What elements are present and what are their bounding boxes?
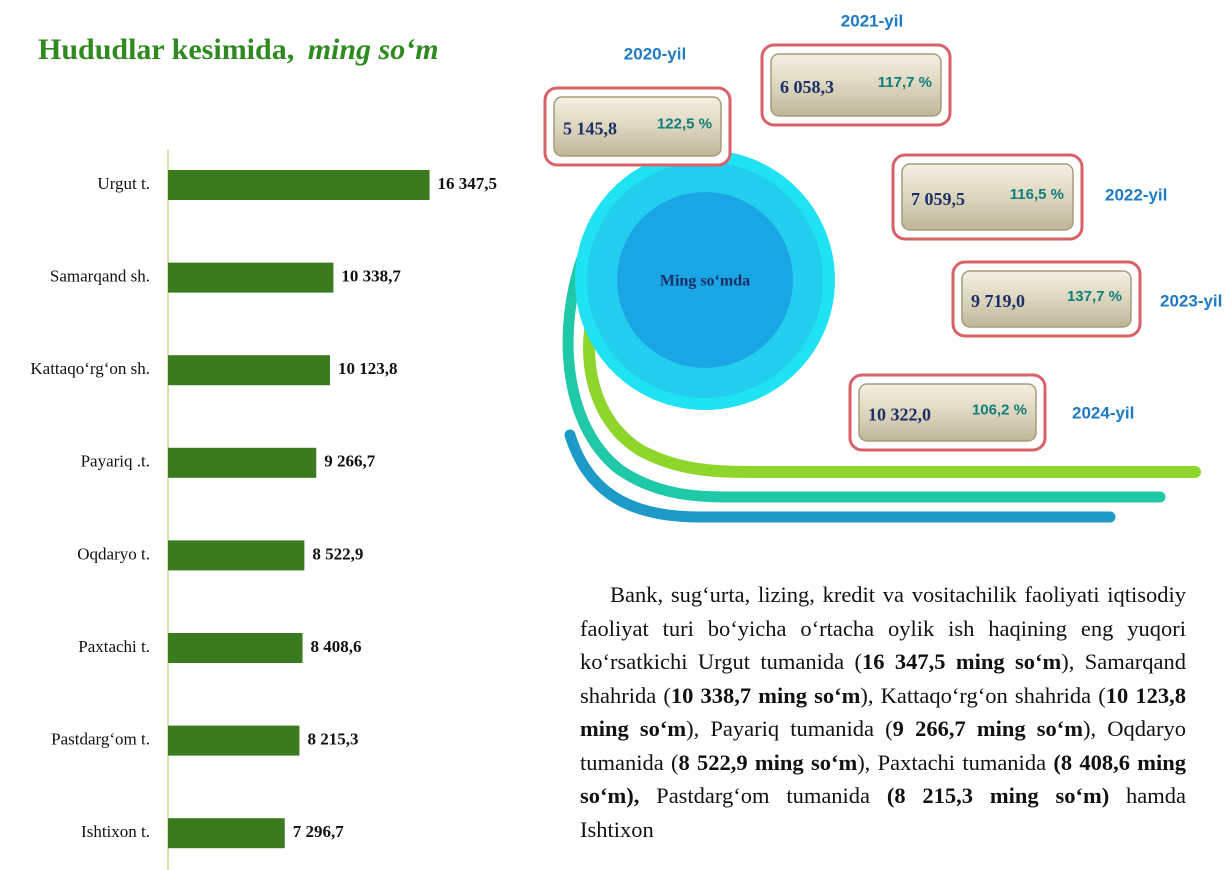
value-label: 10 123,8 [338, 359, 398, 378]
text-run: ), Payariq tumanida ( [686, 716, 893, 741]
year-box: 9 719,0 137,7 % [953, 262, 1140, 336]
page: Hududlar kesimida, ming so‘m Ming so‘mda… [0, 0, 1229, 870]
text-run: (8 215,3 ming so‘m) [887, 783, 1109, 808]
bar [168, 633, 303, 663]
category-label: Pastdarg‘om t. [51, 730, 150, 749]
box-value: 9 719,0 [971, 291, 1025, 311]
value-label: 16 347,5 [438, 174, 498, 193]
unit: ming so‘m [308, 33, 439, 66]
year-box: 10 322,0 106,2 % [850, 375, 1045, 450]
year-label: 2024-yil [1072, 403, 1134, 422]
year-label: 2023-yil [1160, 291, 1222, 310]
center-label: Ming so‘mda [660, 273, 750, 290]
value-label: 8 408,6 [311, 637, 362, 656]
value-label: 8 522,9 [312, 544, 363, 563]
bar [168, 818, 285, 848]
year-label: 2022-yil [1105, 185, 1167, 204]
category-label: Paxtachi t. [78, 637, 150, 656]
bar [168, 726, 299, 756]
value-label: 7 296,7 [293, 822, 345, 841]
category-label: Payariq .t. [81, 452, 150, 471]
box-growth: 137,7 % [1067, 288, 1122, 305]
year-label: 2021-yil [841, 11, 903, 30]
box-value: 5 145,8 [563, 119, 617, 139]
text-run: ), Kattaqo‘rg‘on shahrida ( [860, 683, 1105, 708]
bar [168, 263, 333, 293]
bar [168, 540, 304, 570]
chart-title: Hududlar kesimida, ming so‘m [38, 33, 439, 66]
paragraph: Bank, sug‘urta, lizing, kredit va vosita… [580, 578, 1186, 846]
text-run: Pastdarg‘om tumanida [639, 783, 887, 808]
text-run: 8 522,9 ming so‘m [679, 750, 858, 775]
value-label: 8 215,3 [307, 730, 358, 749]
category-label: Samarqand sh. [50, 267, 150, 286]
box-growth: 106,2 % [972, 401, 1027, 418]
title: Hududlar kesimida, [38, 33, 294, 66]
box-growth: 122,5 % [657, 115, 712, 132]
category-label: Kattaqo‘rg‘on sh. [30, 359, 150, 378]
category-label: Oqdaryo t. [77, 544, 150, 563]
value-label: 9 266,7 [324, 452, 376, 471]
box-growth: 117,7 % [878, 74, 932, 91]
box-value: 7 059,5 [911, 189, 965, 209]
text-run: 9 266,7 ming so‘m [893, 716, 1083, 741]
year-box: 5 145,8 122,5 % [545, 88, 730, 165]
text-run: 16 347,5 ming so‘m [862, 649, 1061, 674]
value-label: 10 338,7 [341, 267, 401, 286]
box-value: 10 322,0 [868, 405, 931, 425]
box-growth: 116,5 % [1010, 186, 1064, 203]
bar [168, 355, 330, 385]
category-label: Urgut t. [97, 174, 150, 193]
year-box: 6 058,3 117,7 % [762, 45, 950, 125]
text-run: ), Paxtachi tumanida [857, 750, 1053, 775]
text-run: 10 338,7 ming so‘m [671, 683, 861, 708]
category-label: Ishtixon t. [81, 822, 150, 841]
box-value: 6 058,3 [780, 77, 834, 97]
year-box: 7 059,5 116,5 % [893, 155, 1082, 239]
bar [168, 170, 430, 200]
bar [168, 448, 316, 478]
year-label: 2020-yil [624, 44, 686, 63]
